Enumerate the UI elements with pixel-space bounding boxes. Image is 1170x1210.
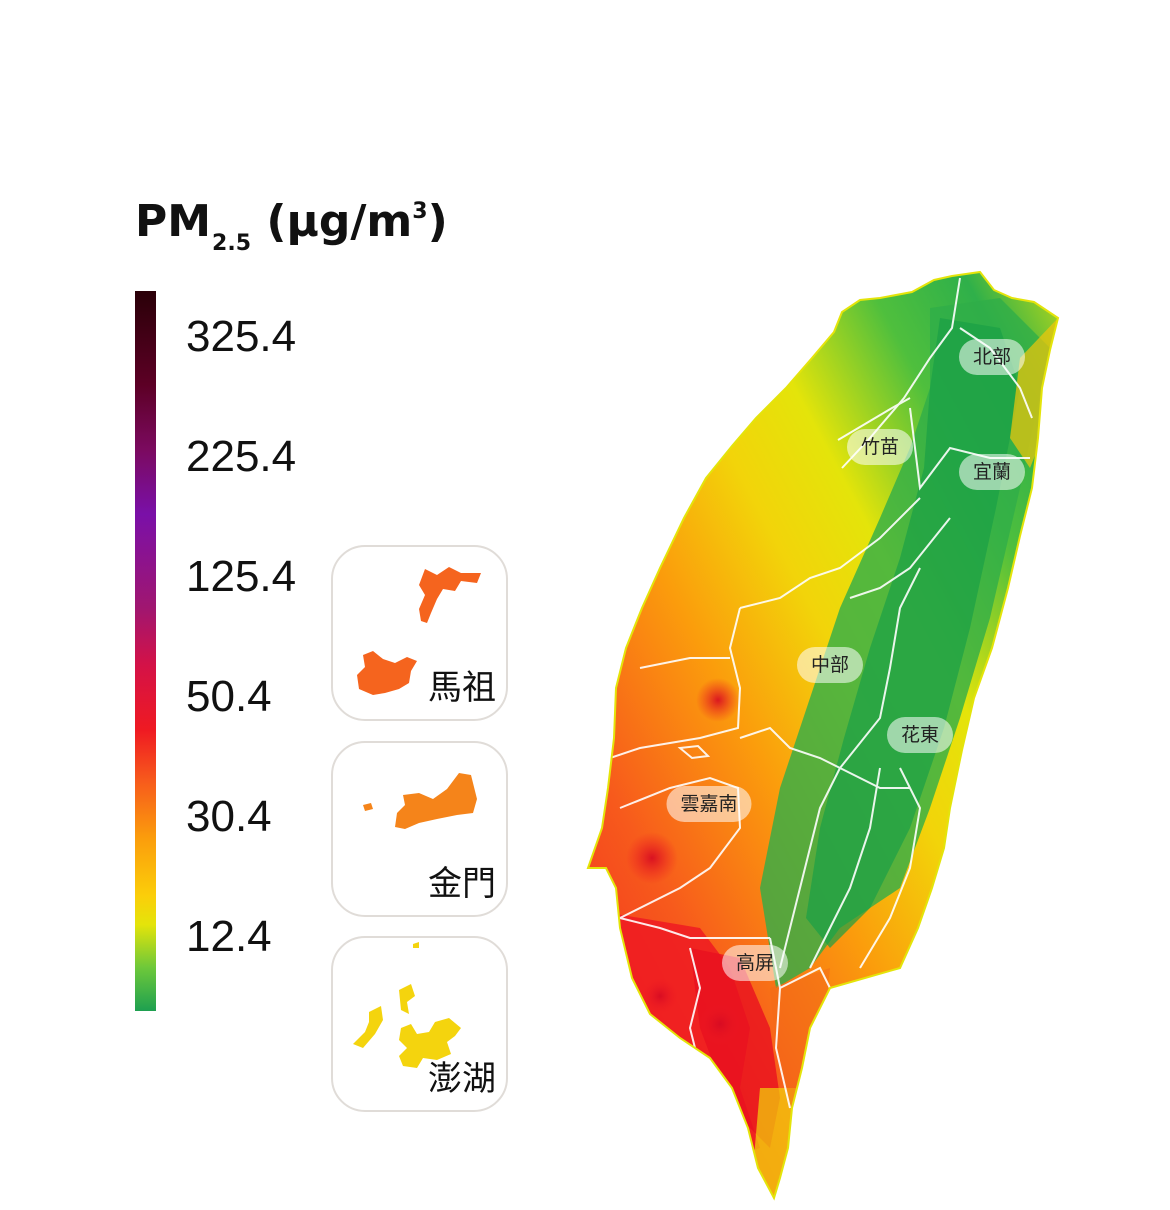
inset-penghu[interactable]: 澎湖	[331, 936, 508, 1112]
legend-tick: 325.4	[186, 312, 297, 361]
taiwan-pm25-map[interactable]	[580, 268, 1080, 1203]
inset-label-matsu: 馬祖	[428, 668, 496, 708]
legend-title-superscript: 3	[412, 199, 428, 224]
region-label-north[interactable]: 北部	[958, 339, 1026, 375]
legend-title-main: PM	[135, 196, 212, 247]
legend-tick: 12.4	[186, 912, 272, 961]
legend-title-close: )	[427, 196, 448, 247]
kinmen-map	[363, 773, 477, 829]
region-label-central[interactable]: 中部	[796, 647, 864, 683]
inset-matsu[interactable]: 馬祖	[331, 545, 508, 721]
region-label-kaohsiung-pingtung[interactable]: 高屏	[721, 945, 789, 981]
legend-tick: 30.4	[186, 792, 272, 841]
inset-label-kinmen: 金門	[428, 864, 496, 904]
penghu-map	[353, 942, 461, 1068]
legend-tick: 125.4	[186, 552, 297, 601]
region-label-hsinchu-miaoli[interactable]: 竹苗	[846, 429, 914, 465]
legend-title-unit: (µg/m	[251, 196, 413, 247]
region-label-yilan[interactable]: 宜蘭	[958, 454, 1026, 490]
legend-tick: 225.4	[186, 432, 297, 481]
region-label-hualien-taitung[interactable]: 花東	[886, 717, 954, 753]
matsu-map	[357, 567, 481, 695]
inset-kinmen[interactable]: 金門	[331, 741, 508, 917]
color-scale-bar	[135, 291, 156, 1011]
region-label-yunlin-chiayi-tainan[interactable]: 雲嘉南	[666, 786, 752, 822]
inset-label-penghu: 澎湖	[428, 1059, 496, 1099]
legend-tick: 50.4	[186, 672, 272, 721]
legend-title: PM2.5 (µg/m3)	[135, 196, 448, 256]
legend-title-subscript: 2.5	[212, 231, 252, 256]
